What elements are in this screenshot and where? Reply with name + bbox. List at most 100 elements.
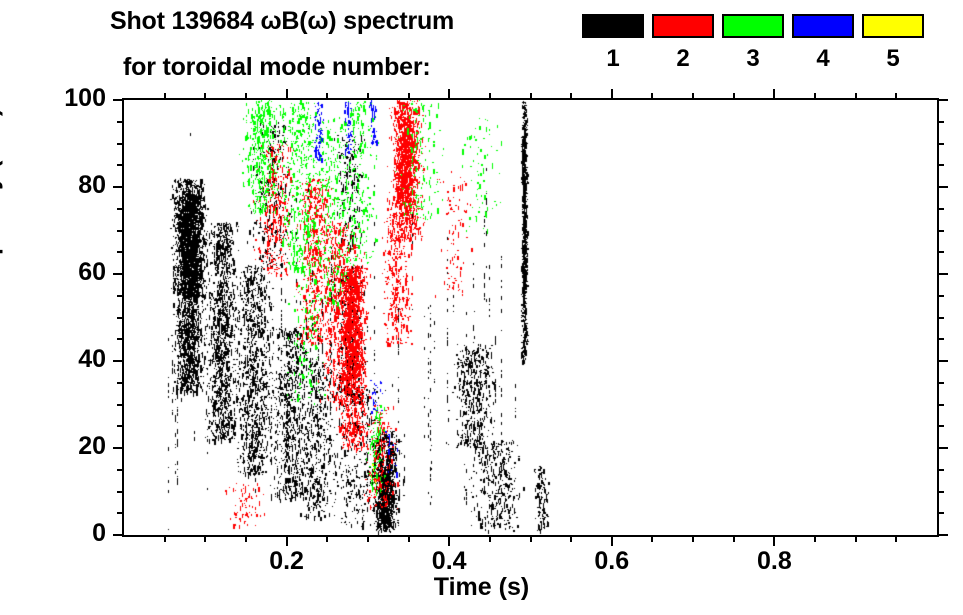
y-minor-right (937, 381, 944, 384)
x-tick-bottom-0.4 (448, 535, 451, 546)
legend-label-4: 4 (816, 45, 830, 72)
y-minor-right (937, 468, 944, 471)
x-minor-bottom (732, 535, 735, 542)
x-minor-top (204, 93, 207, 100)
x-tick-top-0.4 (448, 89, 451, 100)
x-minor-top (366, 93, 369, 100)
y-minor-right (937, 142, 944, 145)
x-minor-top (814, 93, 817, 100)
x-minor-top (163, 93, 166, 100)
x-minor-bottom (204, 535, 207, 542)
y-minor-left (117, 403, 124, 406)
legend-item-1: 1 (582, 14, 644, 72)
legend-item-3: 3 (722, 14, 784, 72)
x-minor-top (407, 93, 410, 100)
x-tick-bottom-0.2 (285, 535, 288, 546)
y-tick-left-100 (113, 99, 124, 101)
x-minor-bottom (692, 535, 695, 542)
y-minor-right (937, 490, 944, 493)
y-tick-left-0 (113, 534, 124, 536)
y-minor-right (937, 425, 944, 428)
y-minor-right (937, 164, 944, 167)
y-minor-right (937, 316, 944, 319)
y-minor-left (117, 512, 124, 515)
y-tick-label-60: 60 (78, 258, 106, 286)
y-tick-right-0 (937, 534, 948, 536)
x-tick-top-0.6 (610, 89, 613, 100)
x-minor-bottom (570, 535, 573, 542)
x-tick-bottom-0.8 (773, 535, 776, 546)
y-tick-left-20 (113, 447, 124, 449)
plot-area: 0 20 40 60 80 100 0.2 0.4 0.6 0.8 (64, 84, 948, 575)
x-minor-bottom (895, 535, 898, 542)
y-minor-right (937, 338, 944, 341)
x-minor-top (326, 93, 329, 100)
y-tick-right-40 (937, 360, 948, 362)
y-minor-right (937, 294, 944, 297)
y-tick-right-20 (937, 447, 948, 449)
x-minor-bottom (814, 535, 817, 542)
x-tick-label-0.4: 0.4 (431, 547, 467, 575)
x-minor-bottom (488, 535, 491, 542)
legend-item-4: 4 (792, 14, 854, 72)
x-minor-top (732, 93, 735, 100)
x-tick-top-0.2 (285, 89, 288, 100)
figure-title-line-2: for toroidal mode number: (123, 53, 431, 81)
x-tick-label-0.2: 0.2 (269, 547, 304, 575)
legend-swatch-1 (582, 14, 644, 38)
y-tick-right-60 (937, 273, 948, 275)
y-tick-right-100 (937, 99, 948, 101)
y-minor-left (117, 207, 124, 210)
y-minor-right (937, 403, 944, 406)
y-tick-label-20: 20 (78, 432, 106, 460)
y-minor-left (117, 120, 124, 123)
x-minor-top (692, 93, 695, 100)
y-axis-title: Frequency (kHz) (0, 107, 4, 303)
y-minor-left (117, 490, 124, 493)
y-minor-left (117, 142, 124, 145)
legend-label-3: 3 (746, 45, 760, 72)
x-minor-top (244, 93, 247, 100)
y-minor-right (937, 229, 944, 232)
legend-swatch-3 (722, 14, 784, 38)
x-tick-label-0.8: 0.8 (757, 547, 792, 575)
x-axis-title: Time (s) (433, 573, 530, 601)
x-minor-bottom (366, 535, 369, 542)
y-tick-left-80 (113, 186, 124, 188)
legend-item-2: 2 (652, 14, 714, 72)
x-tick-label-0.6: 0.6 (594, 547, 630, 575)
legend-swatch-2 (652, 14, 714, 38)
y-minor-right (937, 207, 944, 210)
x-tick-bottom-0.6 (610, 535, 613, 546)
x-minor-bottom (407, 535, 410, 542)
y-minor-right (937, 512, 944, 515)
y-minor-left (117, 294, 124, 297)
x-minor-top (488, 93, 491, 100)
x-minor-bottom (854, 535, 857, 542)
x-minor-top (570, 93, 573, 100)
x-minor-top (854, 93, 857, 100)
y-tick-label-80: 80 (78, 171, 106, 199)
y-minor-right (937, 120, 944, 123)
x-minor-bottom (651, 535, 654, 542)
legend-item-5: 5 (862, 14, 924, 72)
x-minor-top (651, 93, 654, 100)
y-minor-left (117, 381, 124, 384)
y-minor-left (117, 164, 124, 167)
y-minor-right (937, 251, 944, 254)
y-minor-left (117, 251, 124, 254)
x-tick-top-0.8 (773, 89, 776, 100)
x-minor-top (529, 93, 532, 100)
y-tick-left-60 (113, 273, 124, 275)
y-minor-left (117, 229, 124, 232)
y-minor-left (117, 338, 124, 341)
x-minor-bottom (244, 535, 247, 542)
y-minor-left (117, 468, 124, 471)
x-minor-bottom (326, 535, 329, 542)
y-tick-left-40 (113, 360, 124, 362)
x-minor-bottom (163, 535, 166, 542)
y-tick-label-40: 40 (78, 345, 106, 373)
spectrogram-canvas (124, 100, 937, 535)
y-minor-left (117, 425, 124, 428)
